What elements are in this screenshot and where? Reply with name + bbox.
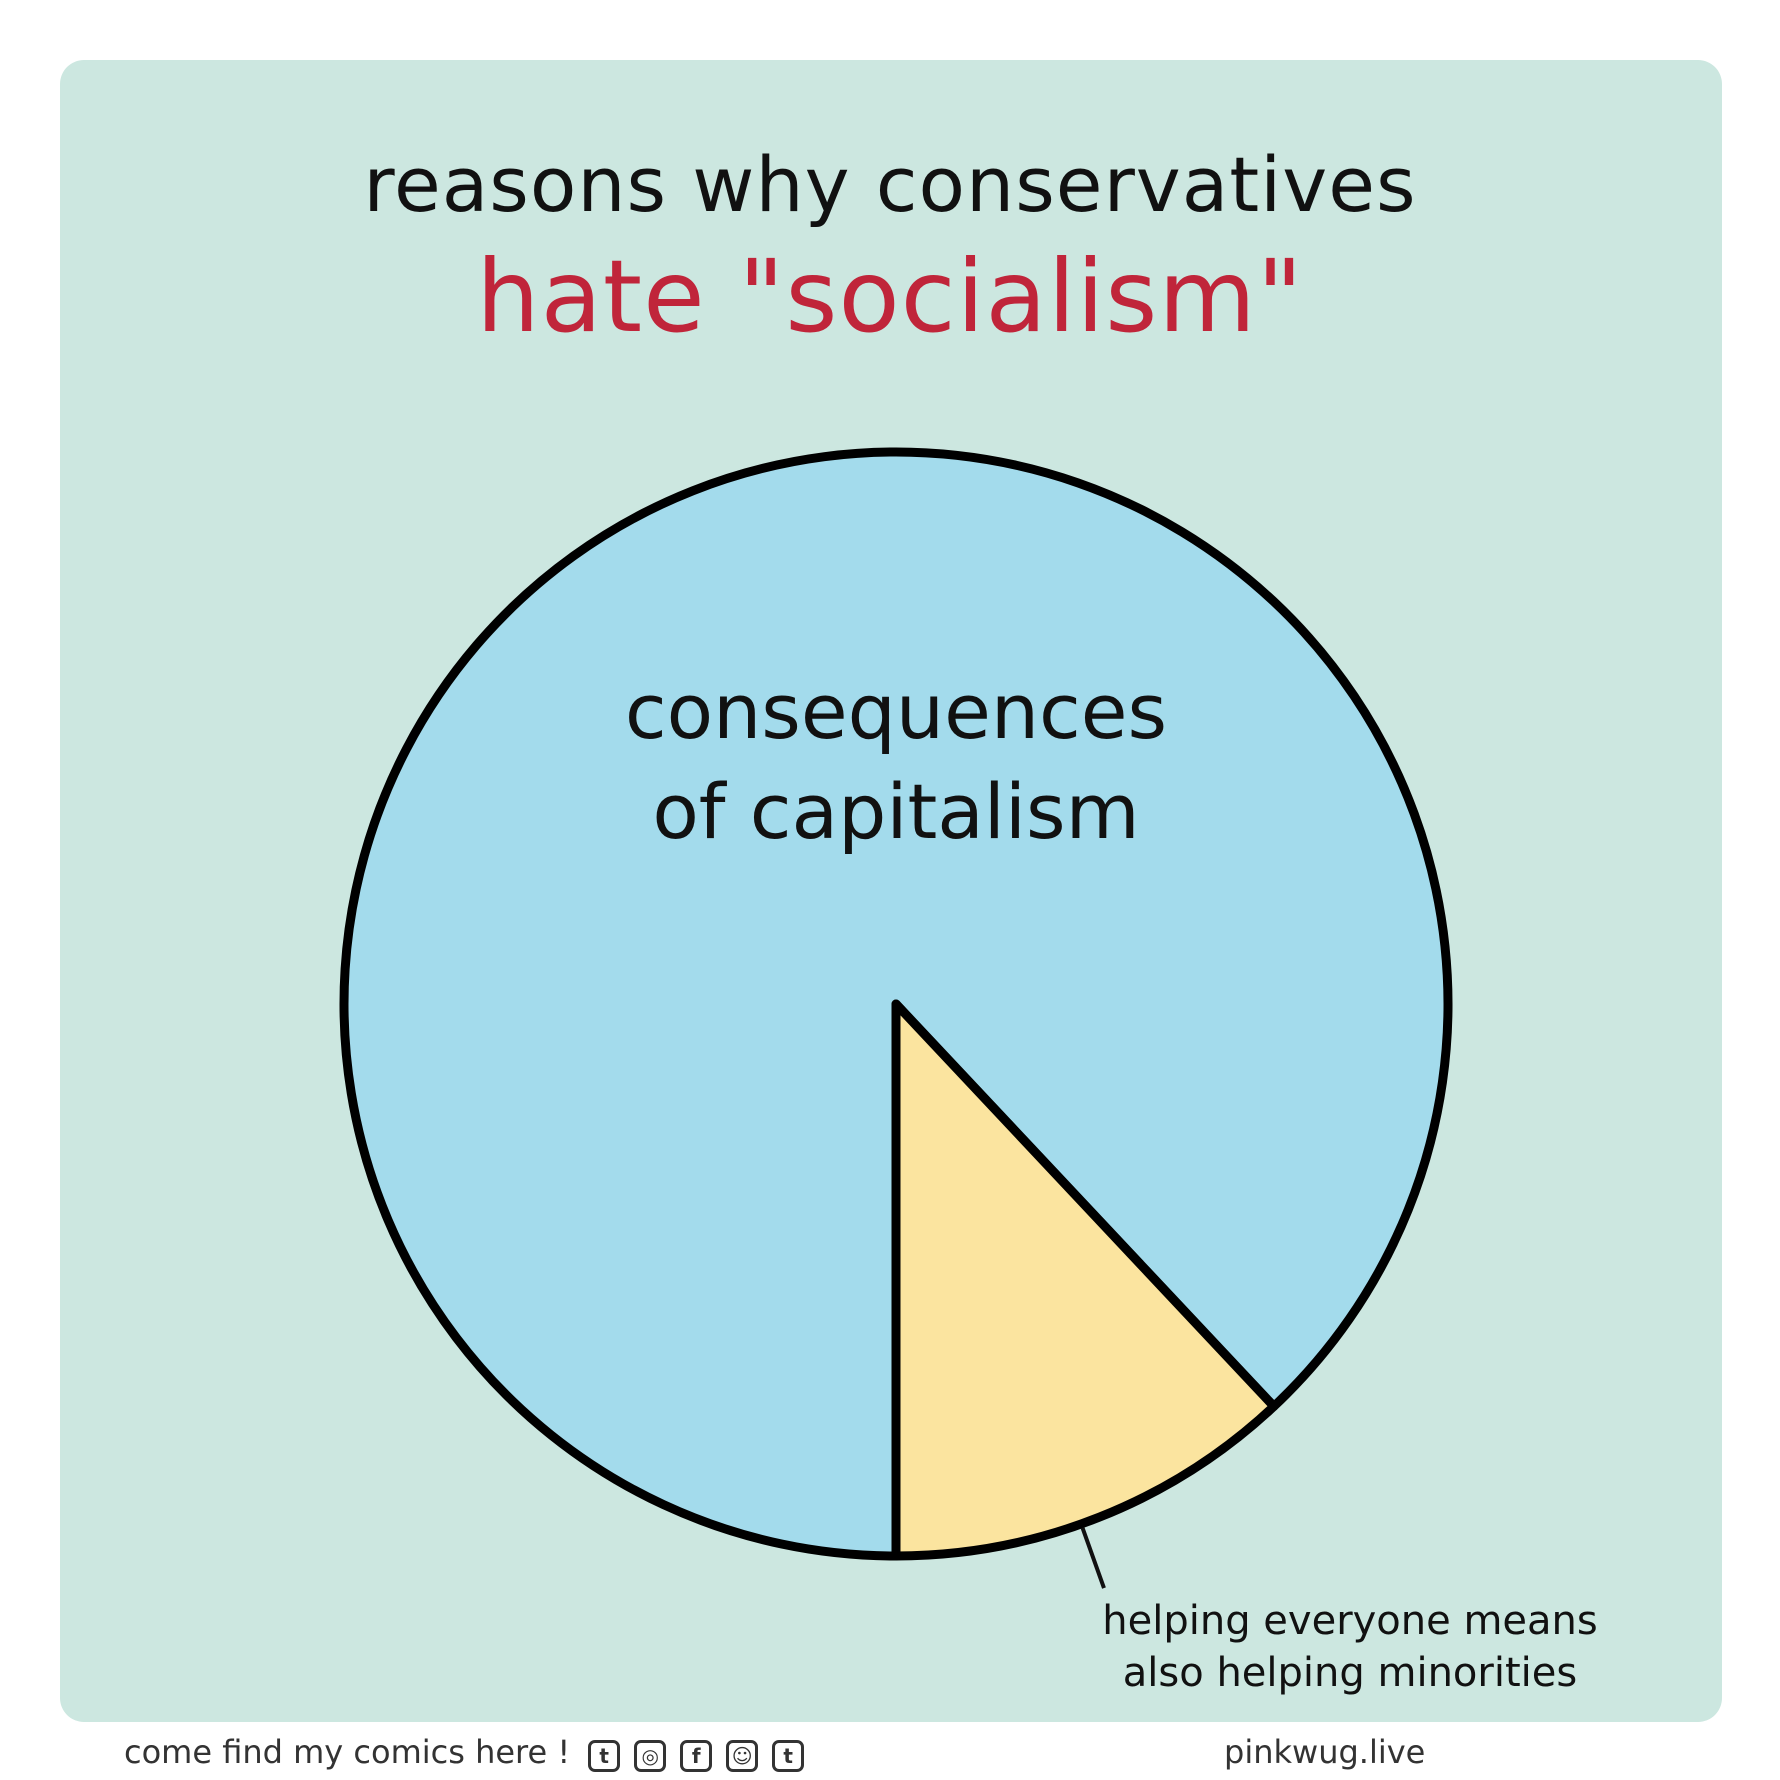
slice-label-1: helping everyone means also helping minor…	[1102, 1598, 1597, 1696]
twitter-icon[interactable]: t	[588, 1740, 621, 1772]
tumblr-icon[interactable]: t	[772, 1740, 805, 1772]
chart-title-line2: hate "socialism"	[476, 238, 1304, 355]
footer-left-text: come find my comics here !	[124, 1733, 571, 1771]
pie-slice-0	[339, 447, 1453, 1561]
slice-label-1-line-0: helping everyone means	[1102, 1598, 1597, 1644]
instagram-icon[interactable]: ◎	[634, 1740, 667, 1772]
slice-label-0-line-0: consequences	[625, 667, 1167, 756]
chart-title-line1: reasons why conservatives	[363, 140, 1417, 229]
facebook-icon[interactable]: f	[680, 1740, 713, 1772]
slice-label-0: consequences of capitalism	[625, 667, 1167, 856]
slice-label-1-leader	[1080, 1527, 1106, 1589]
slice-label-1-line-1: also helping minorities	[1123, 1650, 1577, 1696]
footer-website[interactable]: pinkwug.live	[1224, 1733, 1426, 1771]
pie-slice-1	[891, 999, 1279, 1561]
footer-social: come find my comics here ! t ◎ f ☺ t	[124, 1732, 805, 1772]
slice-label-0-line-1: of capitalism	[652, 767, 1139, 856]
reddit-icon[interactable]: ☺	[726, 1740, 759, 1772]
